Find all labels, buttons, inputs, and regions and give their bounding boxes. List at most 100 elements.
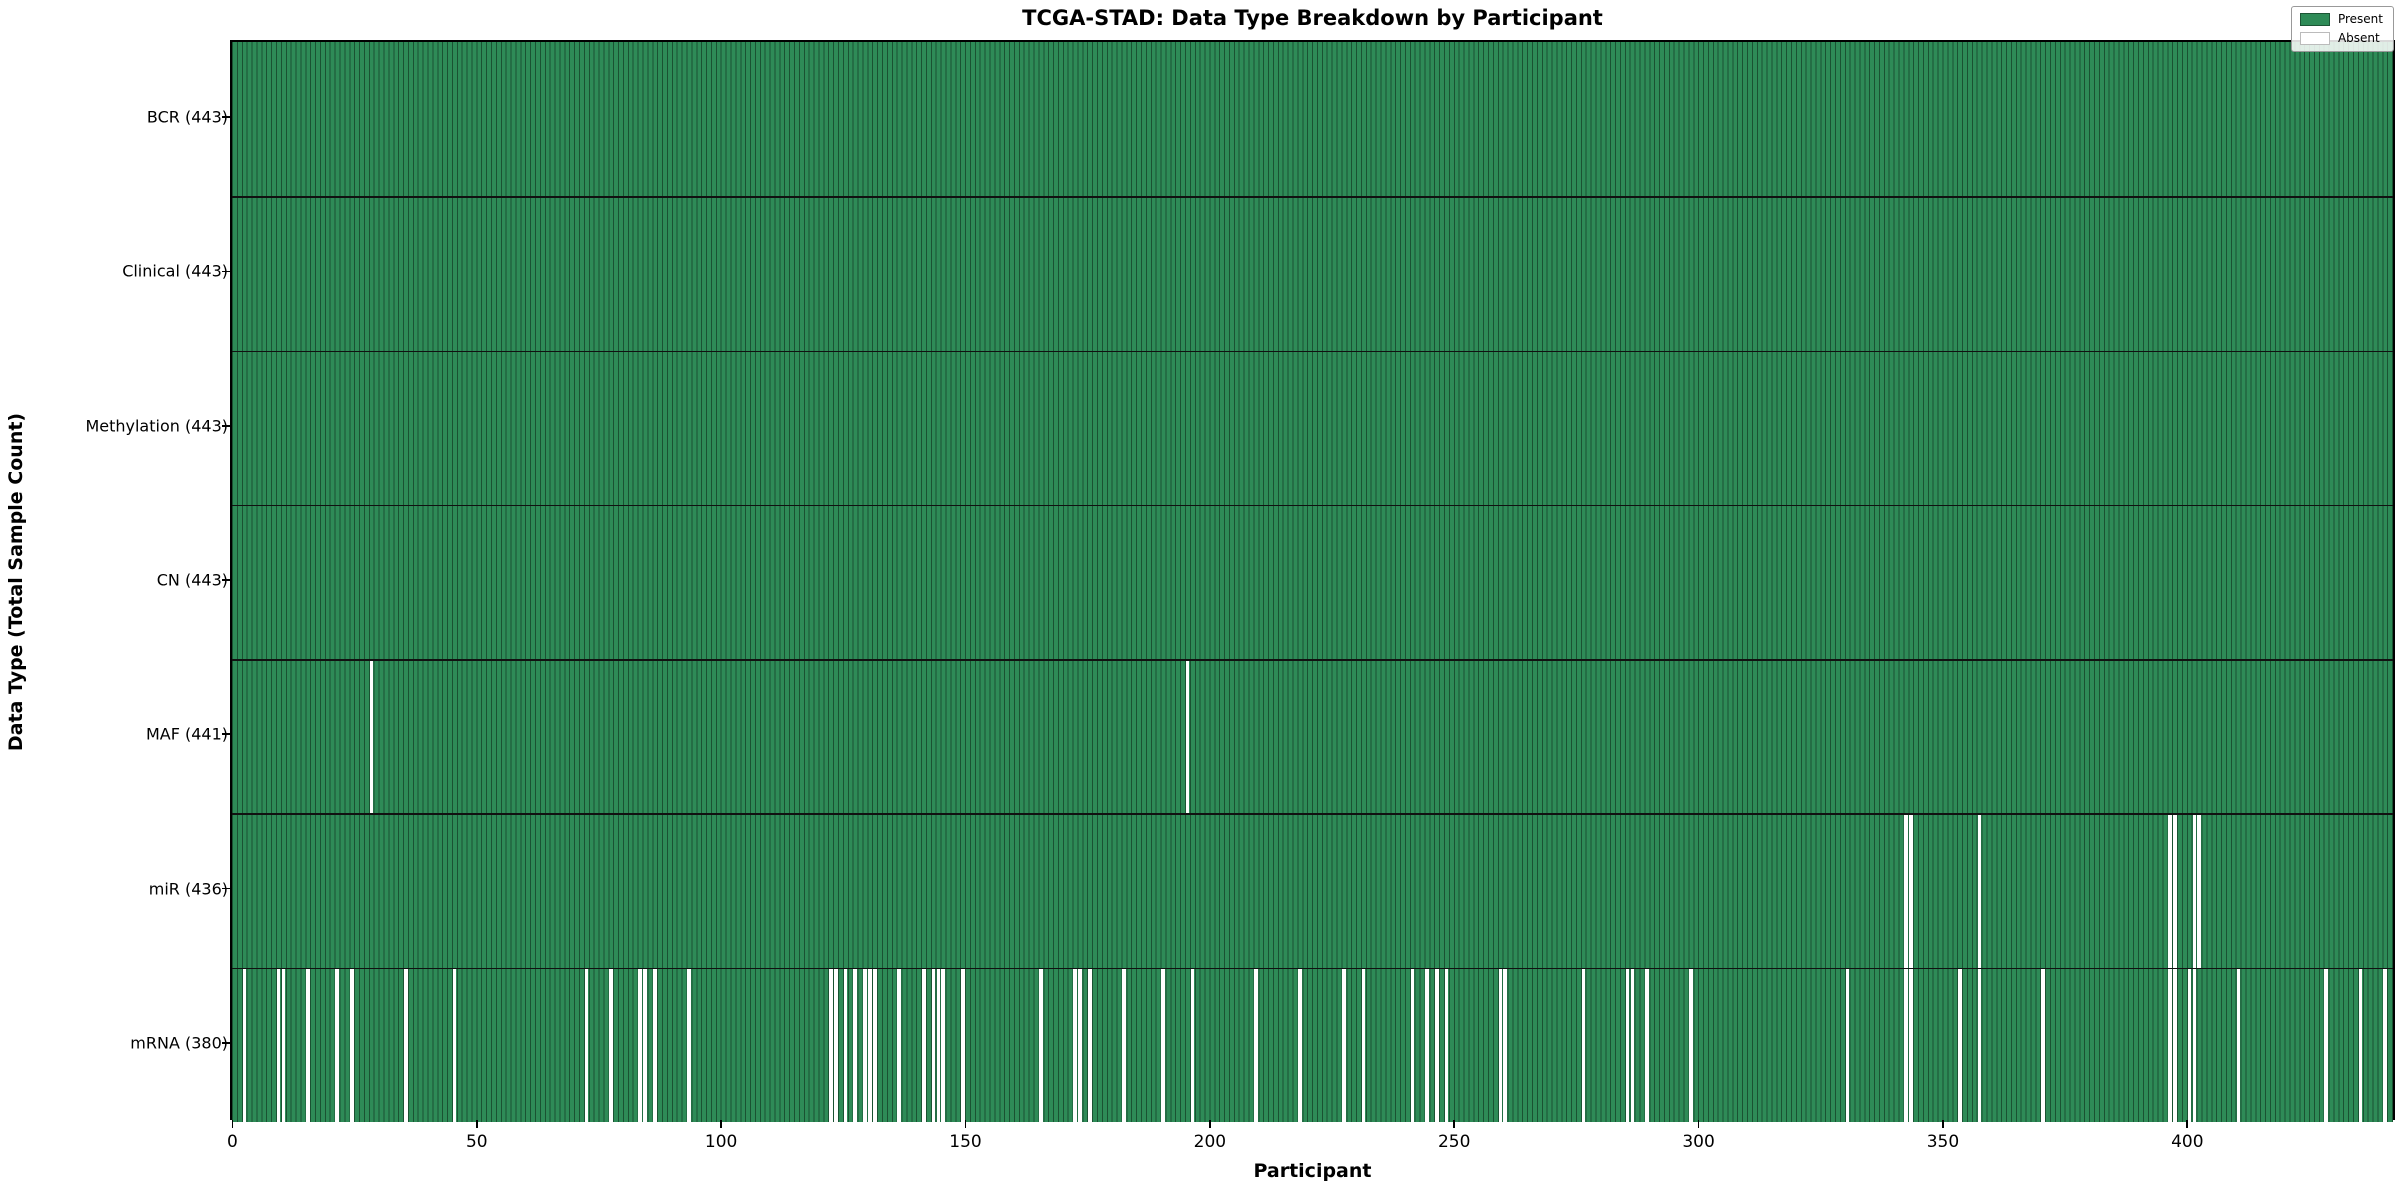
absent-gap (2236, 967, 2241, 1122)
absent-gap (1904, 967, 1908, 1122)
absent-gap (643, 967, 647, 1122)
row-separator (232, 813, 2393, 816)
legend-label: Present (2337, 12, 2383, 26)
absent-gap (833, 967, 838, 1122)
row-MAF (232, 659, 2393, 814)
xtick-mark (2186, 1120, 2189, 1128)
absent-gap (242, 967, 247, 1122)
absent-gap (1909, 967, 1913, 1122)
absent-gap (1254, 967, 1258, 1122)
ytick-mark (222, 424, 230, 427)
absent-gap (2192, 813, 2197, 968)
absent-gap (936, 967, 941, 1122)
absent-gap (1845, 967, 1850, 1122)
absent-gap (1581, 967, 1586, 1122)
absent-gap (2358, 967, 2363, 1122)
ytick-mark (222, 116, 230, 118)
absent-gap (1503, 967, 1508, 1122)
absent-gap (369, 659, 374, 814)
absent-gap (960, 967, 965, 1122)
absent-gap (1498, 967, 1503, 1122)
ytick-label-MAF: MAF (441) (145, 724, 228, 744)
absent-gap (1410, 967, 1415, 1122)
absent-gap (638, 967, 643, 1122)
row-separator (232, 504, 2393, 507)
absent-gap (281, 967, 286, 1122)
ytick-label-BCR: BCR (443) (146, 107, 228, 127)
absent-gap (1122, 967, 1126, 1122)
absent-gap (2197, 813, 2202, 968)
xtick-mark (1453, 1120, 1456, 1128)
legend-entry-absent: Absent (2299, 32, 2383, 45)
row-Clinical (232, 196, 2393, 351)
ytick-mark (222, 1042, 230, 1044)
xtick-label-300: 300 (1682, 1132, 1715, 1152)
absent-gap (853, 967, 858, 1122)
absent-gap (921, 967, 926, 1122)
absent-gap (1977, 967, 1982, 1122)
legend: Present Absent (2290, 6, 2394, 52)
xtick-mark (1697, 1120, 1700, 1128)
ytick-label-CN: CN (443) (156, 570, 228, 590)
xtick-label-50: 50 (465, 1132, 488, 1152)
absent-gap (1425, 967, 1429, 1122)
absent-gap (2324, 967, 2329, 1122)
xtick-label-350: 350 (1926, 1132, 1960, 1152)
absent-gap (1361, 967, 1366, 1122)
absent-gap (863, 967, 867, 1122)
ytick-label-miR: miR (436) (148, 879, 228, 899)
xtick-label-250: 250 (1437, 1132, 1471, 1152)
absent-gap (829, 967, 833, 1122)
legend-swatch-present (2299, 13, 2330, 26)
absent-gap (1088, 967, 1092, 1122)
chart-title: TCGA-STAD: Data Type Breakdown by Partic… (1022, 6, 1603, 30)
absent-gap (1904, 813, 1908, 968)
xtick-label-400: 400 (2171, 1132, 2204, 1152)
absent-gap (1977, 813, 1982, 968)
absent-gap (452, 967, 457, 1122)
xtick-mark (1942, 1120, 1944, 1128)
absent-gap (1435, 967, 1439, 1122)
absent-gap (2172, 813, 2177, 968)
absent-gap (1161, 967, 1166, 1122)
row-separator (232, 196, 2393, 198)
ytick-mark (222, 887, 230, 890)
ytick-mark (222, 579, 230, 581)
absent-gap (1342, 967, 1346, 1122)
xtick-label-150: 150 (949, 1132, 982, 1152)
absent-gap (1957, 967, 1962, 1122)
legend-entry-present: Present (2299, 12, 2383, 26)
ytick-mark (222, 270, 230, 273)
absent-gap (1444, 967, 1449, 1122)
absent-gap (276, 967, 281, 1122)
absent-gap (873, 967, 877, 1122)
absent-gap (897, 967, 902, 1122)
absent-gap (843, 967, 848, 1122)
absent-gap (2187, 967, 2192, 1122)
absent-gap (335, 967, 340, 1122)
absent-gap (687, 967, 691, 1122)
row-CN (232, 504, 2393, 660)
absent-gap (1645, 967, 1649, 1122)
xtick-label-100: 100 (704, 1132, 738, 1152)
absent-gap (1630, 967, 1635, 1122)
absent-gap (2168, 813, 2172, 968)
xtick-mark (964, 1120, 967, 1128)
absent-gap (306, 967, 310, 1122)
absent-gap (1909, 813, 1913, 968)
xtick-label-0: 0 (227, 1132, 238, 1152)
legend-swatch-absent (2299, 32, 2330, 45)
row-mRNA (232, 967, 2393, 1122)
plot-area (230, 40, 2395, 1122)
absent-gap (2168, 967, 2172, 1122)
absent-gap (1039, 967, 1043, 1122)
absent-gap (2172, 967, 2177, 1122)
absent-gap (2192, 967, 2197, 1122)
x-axis-label: Participant (1253, 1160, 1372, 1182)
absent-gap (868, 967, 872, 1122)
absent-gap (1190, 967, 1195, 1122)
xtick-mark (231, 1120, 234, 1128)
absent-gap (1185, 659, 1190, 814)
ytick-label-Clinical: Clinical (443) (122, 261, 228, 281)
